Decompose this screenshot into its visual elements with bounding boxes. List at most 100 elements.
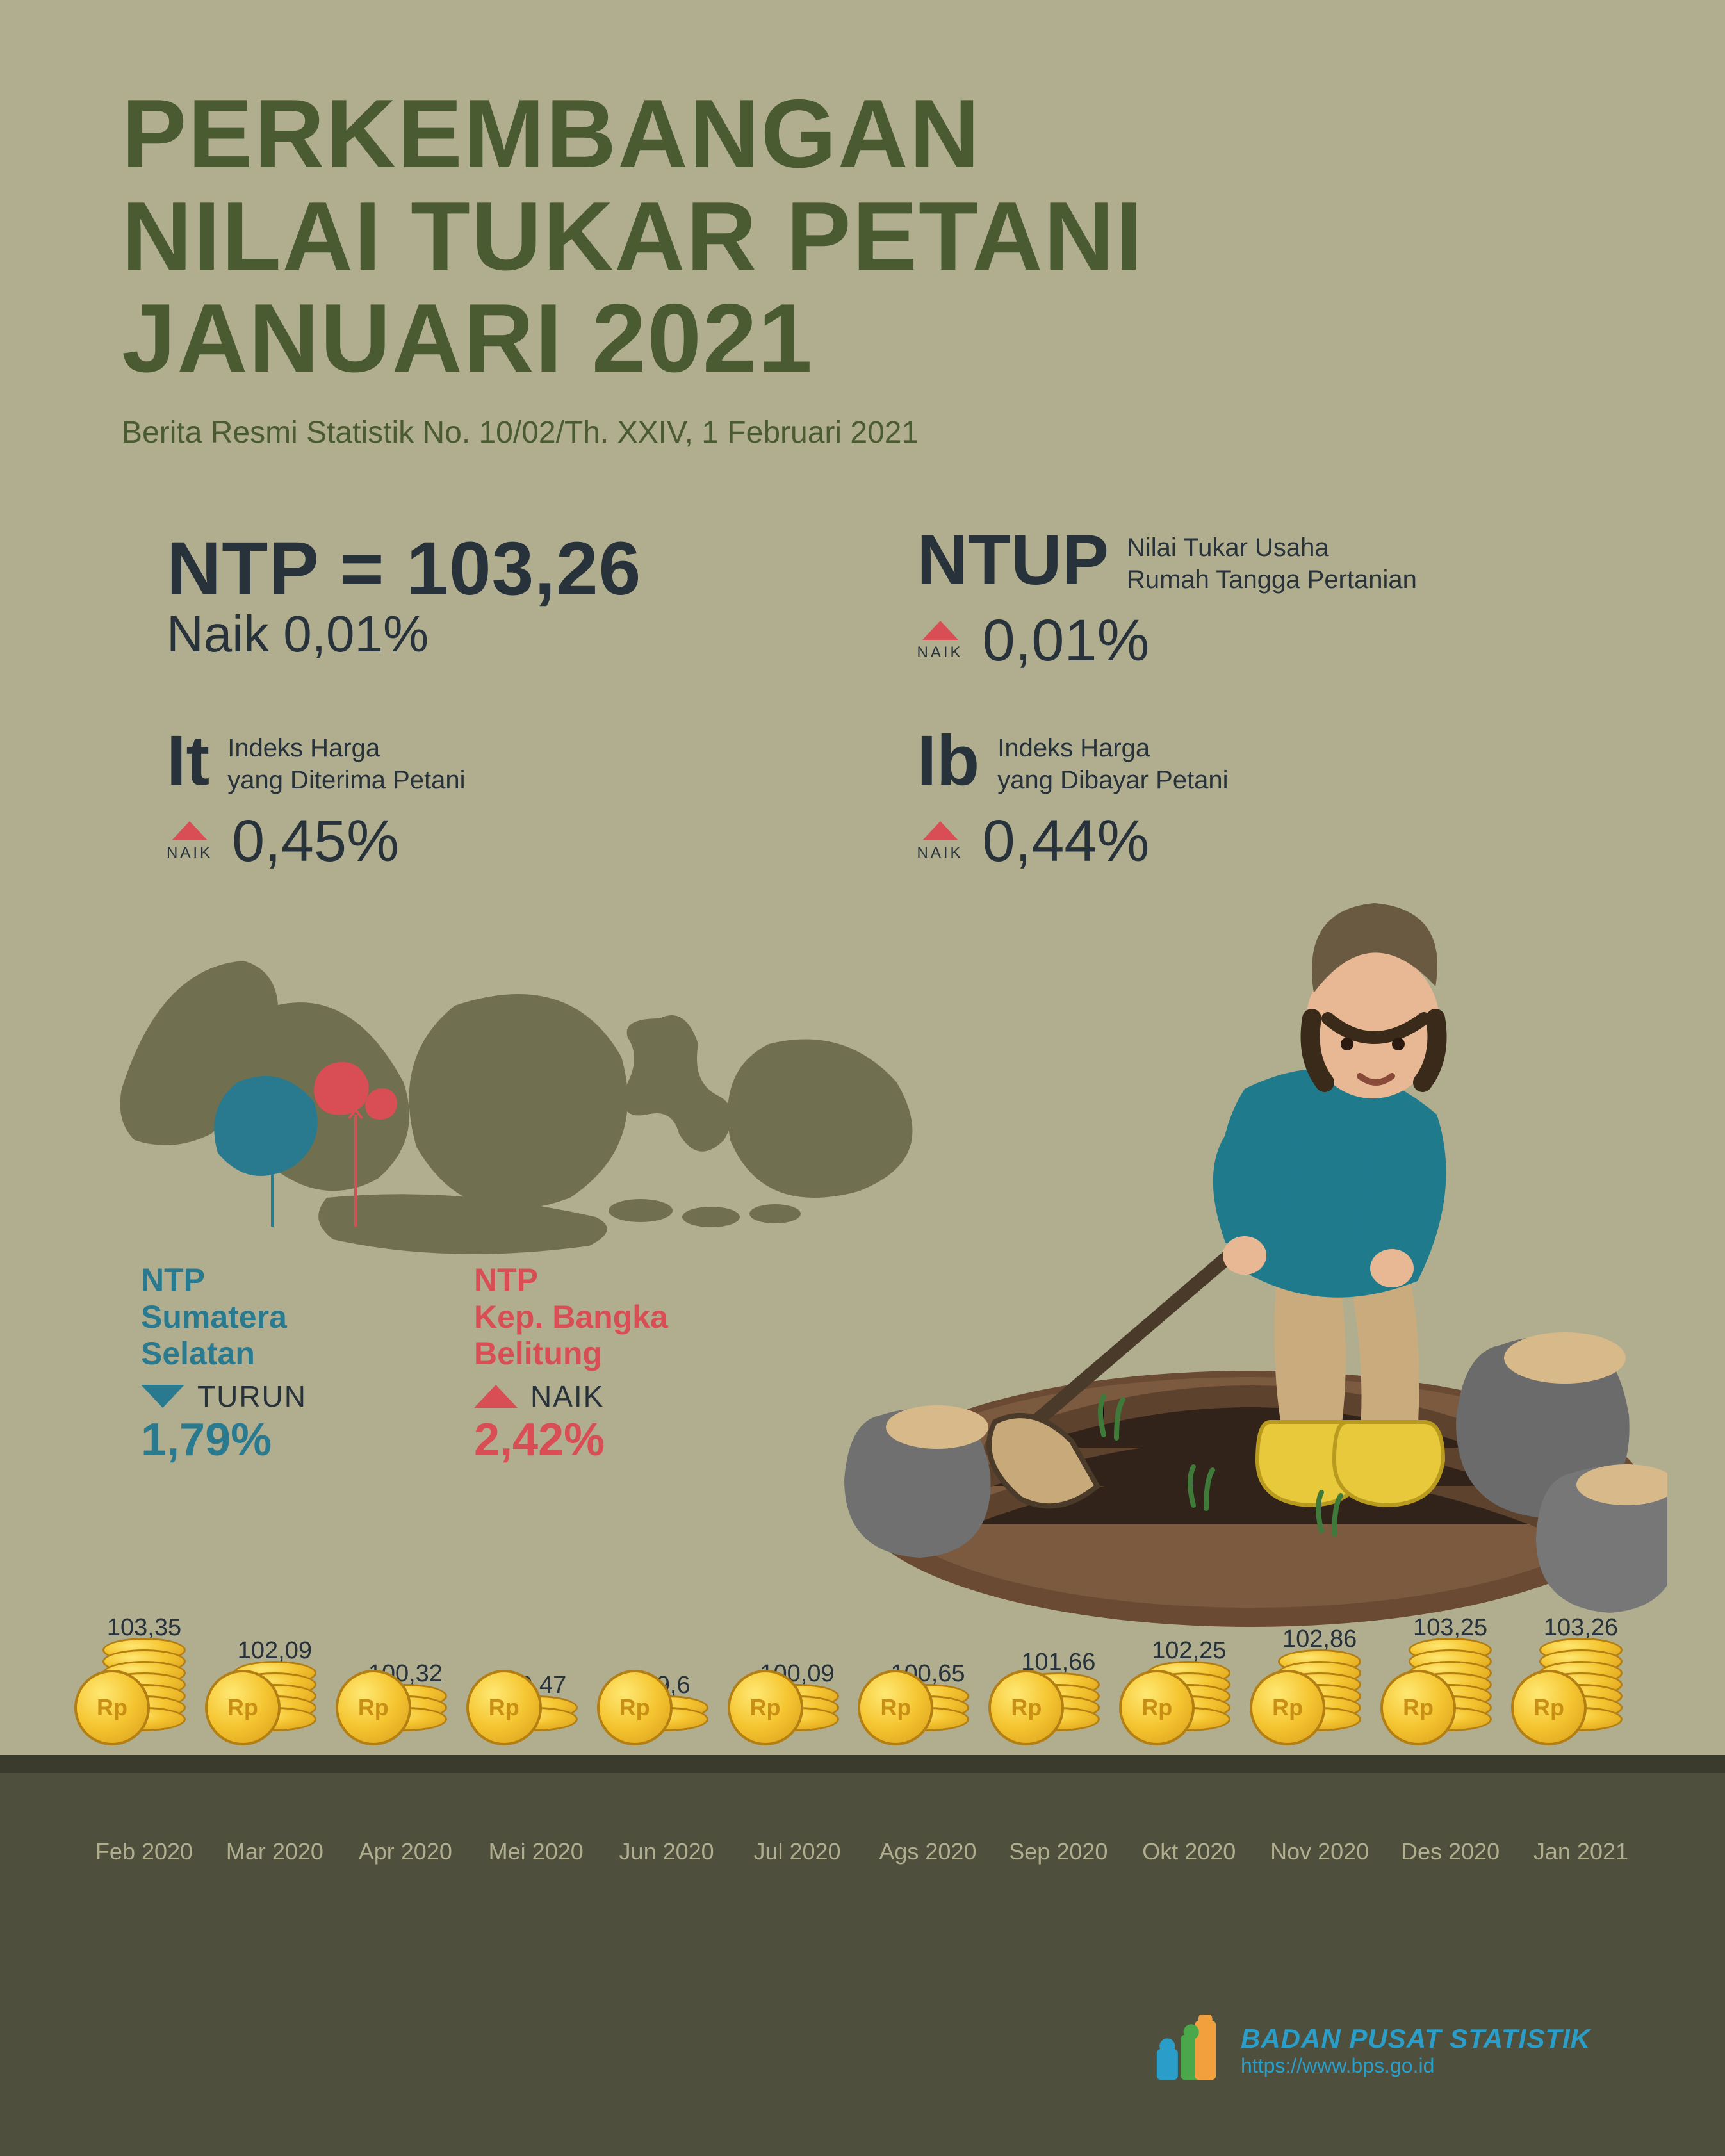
up-triangle-icon	[922, 821, 958, 840]
up-triangle-icon	[172, 821, 208, 840]
coin-front-icon: Rp	[1119, 1670, 1195, 1745]
timeline-month-label: Jul 2020	[737, 1838, 858, 1865]
up-triangle-icon	[474, 1385, 518, 1408]
ground-band	[0, 1755, 1725, 2156]
metrics-grid: NTP = 103,26 Naik 0,01% NTUP Nilai Tukar…	[167, 525, 1603, 875]
metric-ntup: NTUP Nilai Tukar Usaha Rumah Tangga Pert…	[917, 525, 1604, 674]
coin-front-icon: Rp	[988, 1670, 1064, 1745]
sumsel-line-2: Sumatera	[141, 1299, 397, 1336]
it-desc-1: Indeks Harga	[227, 734, 380, 762]
timeline-month-label: Jan 2021	[1520, 1838, 1642, 1865]
timeline-column: 100,32Rp	[345, 1660, 466, 1731]
coin-stack: Rp	[1533, 1651, 1629, 1731]
timeline-column: 102,09Rp	[214, 1637, 336, 1731]
sumsel-direction: TURUN	[197, 1379, 307, 1414]
ntup-direction: NAIK	[917, 644, 963, 662]
coin-front-icon: Rp	[336, 1670, 411, 1745]
coin-front-icon: Rp	[1250, 1670, 1325, 1745]
timeline-column: 103,25Rp	[1389, 1614, 1511, 1731]
sumsel-line-3: Selatan	[141, 1335, 397, 1373]
footer: BADAN PUSAT STATISTIK https://www.bps.go…	[1151, 2015, 1590, 2086]
sumsel-pct: 1,79%	[141, 1414, 397, 1466]
coin-stack: Rp	[879, 1697, 976, 1731]
ntp-change: Naik 0,01%	[167, 605, 853, 664]
timeline-month-label: Jun 2020	[606, 1838, 728, 1865]
down-triangle-icon	[141, 1385, 184, 1408]
timeline-column: 101,66Rp	[997, 1649, 1119, 1731]
timeline-month-label: Des 2020	[1389, 1838, 1511, 1865]
timeline-month-label: Apr 2020	[345, 1838, 466, 1865]
indonesia-map: NTP Sumatera Selatan TURUN 1,79% NTP Kep…	[96, 929, 961, 1291]
ntup-value: 0,01%	[983, 607, 1150, 674]
ib-label: Ib	[917, 726, 980, 796]
ib-desc-2: yang Dibayar Petani	[997, 766, 1228, 794]
coin-front-icon: Rp	[728, 1670, 803, 1745]
footer-org: BADAN PUSAT STATISTIK	[1241, 2023, 1590, 2054]
metric-ib: Ib Indeks Harga yang Dibayar Petani NAIK…	[917, 726, 1604, 875]
footer-text: BADAN PUSAT STATISTIK https://www.bps.go…	[1241, 2023, 1590, 2078]
ntup-desc-1: Nilai Tukar Usaha	[1127, 534, 1329, 562]
timeline-column: 99,6Rp	[606, 1672, 728, 1731]
coin-front-icon: Rp	[597, 1670, 673, 1745]
footer-url: https://www.bps.go.id	[1241, 2054, 1590, 2078]
sumsel-line-1: NTP	[141, 1262, 397, 1299]
timeline-month-label: Mar 2020	[214, 1838, 336, 1865]
babel-line-1: NTP	[474, 1262, 730, 1299]
coin-stack: Rp	[1141, 1674, 1237, 1731]
babel-line-3: Belitung	[474, 1335, 730, 1373]
coin-stack: Rp	[1271, 1662, 1368, 1731]
timeline-column: 103,35Rp	[83, 1614, 205, 1731]
coin-stack: Rp	[1010, 1685, 1106, 1731]
timeline-month-labels: Feb 2020 Mar 2020 Apr 2020 Mei 2020 Jun 2020…	[83, 1838, 1642, 1865]
timeline-month-label: Ags 2020	[867, 1838, 988, 1865]
timeline-month-label: Okt 2020	[1128, 1838, 1250, 1865]
coin-stack: Rp	[96, 1651, 192, 1731]
region-callouts: NTP Sumatera Selatan TURUN 1,79% NTP Kep…	[141, 1262, 730, 1466]
coin-stack: Rp	[227, 1674, 323, 1731]
it-direction: NAIK	[167, 844, 213, 862]
ntp-formula: NTP = 103,26	[167, 525, 853, 612]
coin-stack: Rp	[619, 1708, 715, 1731]
babel-direction: NAIK	[530, 1379, 604, 1414]
coin-front-icon: Rp	[858, 1670, 933, 1745]
coin-front-icon: Rp	[466, 1670, 542, 1745]
timeline-column: 99,47Rp	[475, 1672, 597, 1731]
it-value: 0,45%	[232, 808, 399, 875]
timeline-column: 102,25Rp	[1128, 1637, 1250, 1731]
coin-front-icon: Rp	[1511, 1670, 1587, 1745]
title-line-1: PERKEMBANGAN	[122, 79, 981, 188]
coin-front-icon: Rp	[1380, 1670, 1456, 1745]
ntp-timeline: 103,35Rp102,09Rp100,32Rp99,47Rp99,6Rp100…	[83, 1614, 1642, 1731]
ib-desc-1: Indeks Harga	[997, 734, 1150, 762]
timeline-column: 100,09Rp	[737, 1660, 858, 1731]
babel-line-2: Kep. Bangka	[474, 1299, 730, 1336]
coin-stack: Rp	[1402, 1651, 1498, 1731]
metric-it: It Indeks Harga yang Diterima Petani NAI…	[167, 726, 853, 875]
farmer-illustration	[835, 858, 1667, 1630]
timeline-month-label: Mei 2020	[475, 1838, 597, 1865]
coin-stack: Rp	[488, 1708, 584, 1731]
subtitle: Berita Resmi Statistik No. 10/02/Th. XXI…	[122, 415, 919, 450]
bps-logo-icon	[1151, 2015, 1222, 2086]
callout-sumsel: NTP Sumatera Selatan TURUN 1,79%	[141, 1262, 397, 1466]
coin-stack: Rp	[749, 1697, 846, 1731]
coin-front-icon: Rp	[205, 1670, 281, 1745]
ntup-desc-2: Rumah Tangga Pertanian	[1127, 566, 1417, 594]
up-triangle-icon	[922, 621, 958, 640]
metric-ntp: NTP = 103,26 Naik 0,01%	[167, 525, 853, 674]
babel-pct: 2,42%	[474, 1414, 730, 1466]
it-desc-2: yang Diterima Petani	[227, 766, 465, 794]
coin-stack: Rp	[357, 1697, 454, 1731]
coin-front-icon: Rp	[74, 1670, 150, 1745]
timeline-column: 100,65Rp	[867, 1660, 988, 1731]
title-line-2: NILAI TUKAR PETANI	[122, 182, 1143, 291]
illustration-scene: NTP Sumatera Selatan TURUN 1,79% NTP Kep…	[83, 910, 1661, 1614]
timeline-column: 103,26Rp	[1520, 1614, 1642, 1731]
timeline-month-label: Nov 2020	[1259, 1838, 1380, 1865]
it-label: It	[167, 726, 209, 796]
timeline-month-label: Feb 2020	[83, 1838, 205, 1865]
ntup-label: NTUP	[917, 525, 1109, 596]
timeline-column: 102,86Rp	[1259, 1626, 1380, 1731]
title-line-3: JANUARI 2021	[122, 284, 813, 393]
main-title: PERKEMBANGAN NILAI TUKAR PETANI JANUARI …	[122, 83, 1143, 390]
